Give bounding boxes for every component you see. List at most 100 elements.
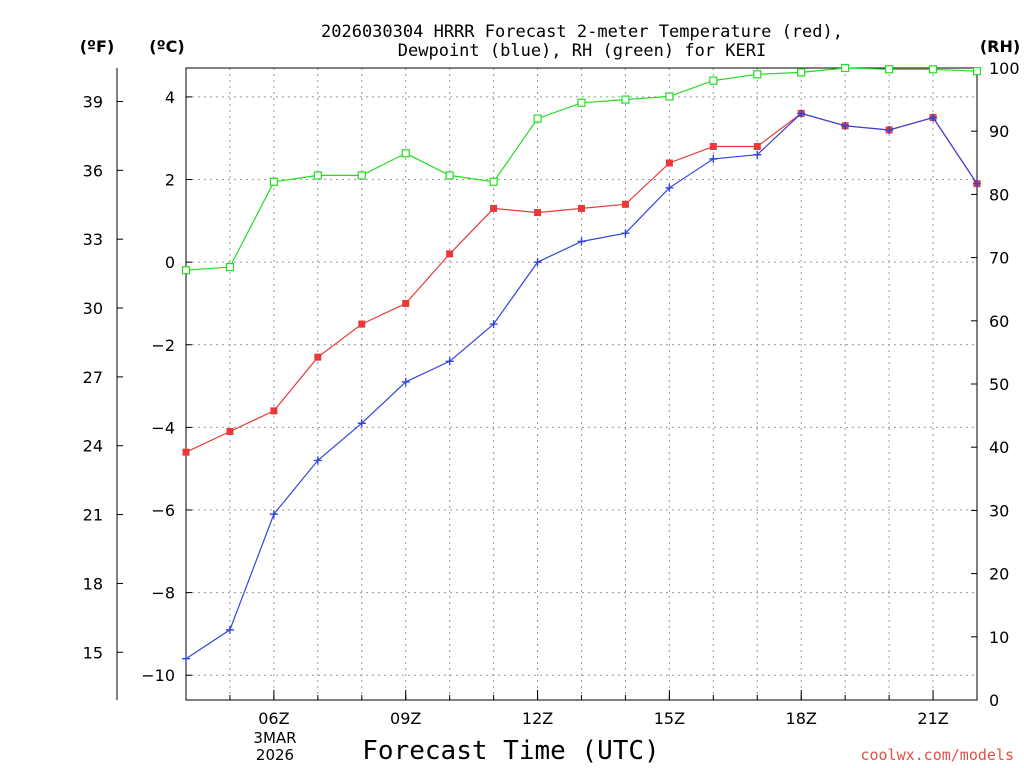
rh-data-point bbox=[928, 65, 938, 74]
temperature-data-point bbox=[753, 142, 761, 150]
dewpoint-data-point bbox=[225, 625, 234, 634]
rh-data-point bbox=[225, 262, 235, 272]
temperature-data-point bbox=[358, 320, 366, 328]
fahrenheit-tick-label: 36 bbox=[83, 161, 103, 180]
celsius-tick-label: −10 bbox=[141, 666, 175, 685]
dewpoint-data-point bbox=[577, 237, 586, 246]
dewpoint-data-point bbox=[929, 113, 938, 122]
axis-layer: 420−2−4−6−8−1039363330272421181510090807… bbox=[83, 59, 1020, 728]
grid-layer bbox=[186, 68, 977, 700]
rh-tick-label: 100 bbox=[989, 59, 1020, 78]
plot-frame bbox=[185, 67, 978, 701]
fahrenheit-tick-label: 15 bbox=[83, 643, 103, 662]
dewpoint-data-point bbox=[445, 357, 454, 366]
dewpoint-data-point bbox=[533, 258, 542, 267]
fahrenheit-tick-label: 39 bbox=[83, 93, 103, 112]
chart-title-line1: 2026030304 HRRR Forecast 2-meter Tempera… bbox=[321, 22, 843, 42]
dewpoint-data-point bbox=[753, 150, 762, 159]
temperature-data-point bbox=[709, 142, 717, 150]
rh-data-point bbox=[621, 95, 630, 104]
rh-tick-label: 80 bbox=[989, 185, 1009, 204]
dewpoint-data-point bbox=[401, 377, 410, 386]
celsius-tick-label: 2 bbox=[165, 171, 175, 190]
dewpoint-data-point bbox=[841, 121, 850, 130]
rh-data-point bbox=[269, 177, 278, 186]
temperature-data-point bbox=[182, 448, 190, 456]
dewpoint-data-point bbox=[269, 510, 278, 519]
celsius-tick-label: −4 bbox=[151, 418, 175, 437]
rh-data-point bbox=[665, 92, 674, 101]
temperature-data-point bbox=[446, 250, 454, 258]
rh-data-point bbox=[797, 68, 806, 77]
dewpoint-data-point bbox=[665, 183, 674, 192]
temperature-data-point bbox=[490, 204, 498, 212]
chart-title-line2: Dewpoint (blue), RH (green) for KERI bbox=[398, 41, 766, 61]
x-tick-label: 18Z bbox=[786, 709, 817, 728]
fahrenheit-tick-label: 21 bbox=[83, 506, 103, 525]
dewpoint-data-point bbox=[709, 154, 718, 163]
rh-tick-label: 30 bbox=[989, 501, 1009, 520]
temperature-data-point bbox=[534, 209, 542, 217]
temperature-data-point bbox=[314, 353, 322, 361]
rh-tick-label: 50 bbox=[989, 375, 1009, 394]
dewpoint-data-point bbox=[885, 125, 894, 134]
rh-data-point bbox=[313, 171, 322, 180]
date-label-line1: 3MAR bbox=[253, 729, 296, 747]
x-tick-label: 21Z bbox=[917, 709, 948, 728]
date-label-line2: 2026 bbox=[256, 746, 294, 764]
dewpoint-data-point bbox=[973, 179, 981, 188]
rh-tick-label: 60 bbox=[989, 312, 1009, 331]
x-axis-title: Forecast Time (UTC) bbox=[362, 736, 659, 766]
rh-data-point bbox=[357, 171, 366, 180]
x-tick-label: 12Z bbox=[522, 709, 553, 728]
temperature-data-point bbox=[226, 428, 234, 436]
rh-data-point bbox=[401, 149, 410, 158]
rh-unit-label: (RH) bbox=[980, 37, 1020, 56]
x-tick-label: 09Z bbox=[390, 709, 421, 728]
rh-data-point bbox=[709, 76, 718, 85]
dewpoint-data-point bbox=[797, 109, 806, 118]
rh-tick-label: 90 bbox=[989, 122, 1009, 141]
dewpoint-data-point bbox=[489, 320, 498, 329]
rh-tick-label: 10 bbox=[989, 628, 1009, 647]
celsius-unit-label: (ºC) bbox=[149, 37, 184, 56]
dewpoint-data-point bbox=[357, 419, 366, 428]
rh-data-point bbox=[885, 65, 894, 74]
temperature-data-point bbox=[665, 159, 673, 167]
x-tick-label: 06Z bbox=[258, 709, 289, 728]
fahrenheit-tick-label: 24 bbox=[83, 437, 103, 456]
fahrenheit-tick-label: 30 bbox=[83, 299, 103, 318]
credit-link[interactable]: coolwx.com/models bbox=[860, 746, 1014, 764]
celsius-tick-label: −8 bbox=[151, 584, 175, 603]
dewpoint-data-point bbox=[313, 456, 322, 465]
dewpoint-data-point bbox=[621, 229, 630, 238]
temperature-data-point bbox=[402, 299, 410, 307]
rh-data-point bbox=[972, 67, 982, 76]
fahrenheit-tick-label: 18 bbox=[83, 574, 103, 593]
rh-tick-label: 70 bbox=[989, 249, 1009, 268]
rh-data-point bbox=[445, 171, 454, 180]
temperature-data-point bbox=[621, 200, 629, 208]
rh-tick-label: 0 bbox=[989, 691, 999, 710]
dewpoint-data-point bbox=[182, 654, 190, 663]
celsius-tick-label: −2 bbox=[151, 336, 175, 355]
rh-data-point bbox=[841, 63, 850, 73]
rh-data-point bbox=[753, 70, 762, 79]
fahrenheit-tick-label: 33 bbox=[83, 230, 103, 249]
rh-data-point bbox=[181, 266, 191, 275]
temperature-data-point bbox=[270, 407, 278, 415]
rh-tick-label: 20 bbox=[989, 565, 1009, 584]
rh-tick-label: 40 bbox=[989, 438, 1009, 457]
temperature-data-point bbox=[578, 204, 585, 212]
x-tick-label: 15Z bbox=[654, 709, 685, 728]
fahrenheit-unit-label: (ºF) bbox=[80, 37, 115, 56]
celsius-tick-label: 0 bbox=[165, 253, 175, 272]
series-layer bbox=[181, 63, 982, 663]
celsius-tick-label: 4 bbox=[165, 88, 175, 107]
celsius-tick-label: −6 bbox=[151, 501, 175, 520]
rh-data-point bbox=[577, 98, 586, 107]
rh-data-point bbox=[533, 114, 542, 123]
fahrenheit-tick-label: 27 bbox=[83, 368, 103, 387]
rh-data-point bbox=[489, 177, 498, 186]
